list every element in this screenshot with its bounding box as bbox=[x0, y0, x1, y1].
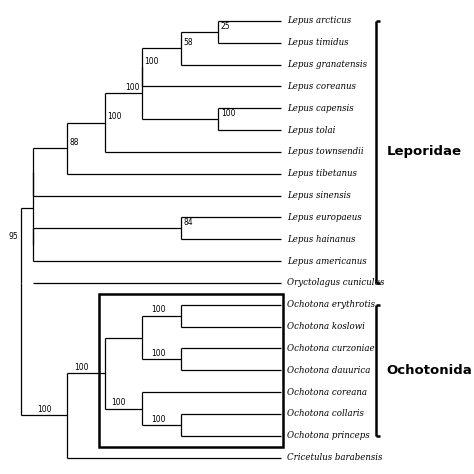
Text: Cricetulus barabensis: Cricetulus barabensis bbox=[287, 453, 382, 462]
Text: 84: 84 bbox=[183, 218, 193, 227]
Text: Ochotona curzoniae: Ochotona curzoniae bbox=[287, 344, 374, 353]
Text: 100: 100 bbox=[111, 398, 126, 407]
Bar bbox=[99, 294, 283, 447]
Text: Lepus capensis: Lepus capensis bbox=[287, 104, 353, 113]
Text: 100: 100 bbox=[107, 112, 121, 121]
Text: Lepus coreanus: Lepus coreanus bbox=[287, 82, 356, 91]
Text: Ochotona koslowi: Ochotona koslowi bbox=[287, 322, 365, 331]
Text: Lepus arcticus: Lepus arcticus bbox=[287, 17, 351, 26]
Text: Lepus townsendii: Lepus townsendii bbox=[287, 147, 364, 156]
Text: 100: 100 bbox=[221, 109, 235, 118]
Text: 95: 95 bbox=[9, 232, 18, 241]
Text: 25: 25 bbox=[221, 21, 230, 30]
Text: 100: 100 bbox=[37, 405, 52, 414]
Text: 100: 100 bbox=[151, 349, 165, 358]
Text: Ochotona coreana: Ochotona coreana bbox=[287, 388, 367, 397]
Text: Lepus tibetanus: Lepus tibetanus bbox=[287, 169, 356, 178]
Text: Lepus granatensis: Lepus granatensis bbox=[287, 60, 367, 69]
Text: Ochotona dauurica: Ochotona dauurica bbox=[287, 366, 370, 375]
Text: Lepus europaeus: Lepus europaeus bbox=[287, 213, 361, 222]
Text: 100: 100 bbox=[151, 305, 165, 314]
Text: Ochotona princeps: Ochotona princeps bbox=[287, 431, 369, 440]
Text: Lepus hainanus: Lepus hainanus bbox=[287, 235, 355, 244]
Text: 100: 100 bbox=[151, 414, 165, 423]
Text: Ochotona collaris: Ochotona collaris bbox=[287, 410, 364, 419]
Text: Lepus sinensis: Lepus sinensis bbox=[287, 191, 350, 200]
Text: Ochotonida: Ochotonida bbox=[387, 364, 472, 377]
Text: Oryctolagus cuniculus: Oryctolagus cuniculus bbox=[287, 279, 384, 288]
Text: Leporidae: Leporidae bbox=[387, 146, 462, 158]
Text: 100: 100 bbox=[125, 83, 139, 92]
Text: 58: 58 bbox=[183, 38, 193, 47]
Text: 100: 100 bbox=[144, 57, 159, 66]
Text: Lepus tolai: Lepus tolai bbox=[287, 126, 335, 135]
Text: 100: 100 bbox=[74, 363, 89, 372]
Text: 88: 88 bbox=[70, 138, 79, 147]
Text: Ochotona erythrotis: Ochotona erythrotis bbox=[287, 301, 375, 310]
Text: Lepus timidus: Lepus timidus bbox=[287, 38, 348, 47]
Text: Lepus americanus: Lepus americanus bbox=[287, 256, 366, 265]
